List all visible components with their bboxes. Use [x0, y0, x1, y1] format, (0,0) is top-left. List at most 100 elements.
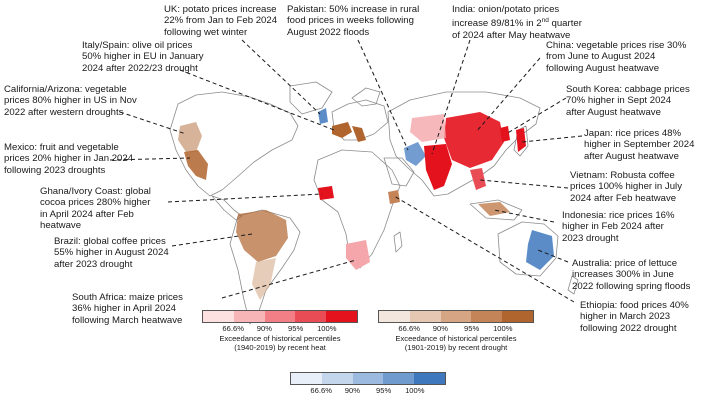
- leader-japan: [521, 135, 583, 143]
- wet-swatch: [414, 373, 445, 384]
- drought-ticks: 66.6% 90% 95% 100%: [378, 323, 534, 334]
- heat-legend: 66.6% 90% 95% 100% Exceedance of histori…: [202, 310, 358, 352]
- wet-tick-label: 95%: [375, 386, 392, 395]
- drought-swatch: [379, 311, 410, 322]
- anomaly-regions: [178, 108, 554, 300]
- land-outlines: [169, 81, 579, 325]
- leader-korea: [505, 97, 567, 135]
- brazil-drought-light: [252, 258, 276, 300]
- heat-ticks: 66.6% 90% 95% 100%: [202, 323, 358, 334]
- vietnam-heat: [470, 168, 486, 190]
- north-america-outline: [169, 91, 299, 197]
- heat-swatch: [326, 311, 357, 322]
- wet-swatch: [321, 373, 353, 384]
- heat-caption: Exceedance of historical percentiles (19…: [219, 334, 341, 352]
- wet-tick-label: 66.6%: [310, 386, 332, 395]
- japan-outline: [513, 125, 529, 157]
- leader-california: [119, 111, 187, 135]
- drought-swatch: [471, 311, 503, 322]
- leader-china: [475, 57, 541, 133]
- australia-east-wet: [526, 230, 554, 270]
- madagascar-outline: [393, 231, 403, 253]
- leader-australia: [537, 249, 569, 263]
- heat-tick-label: 90%: [256, 324, 272, 333]
- annotation-uk: UK: potato prices increase 22% from Jan …: [164, 4, 278, 38]
- italy-drought: [352, 126, 366, 142]
- scandinavia-outline: [351, 87, 381, 107]
- central-asia-heat-light: [410, 114, 446, 142]
- leader-vietnam: [479, 179, 569, 189]
- southern-africa-heat: [346, 240, 370, 270]
- leader-india: [431, 39, 471, 155]
- japan-heat: [516, 128, 526, 152]
- wet-tick-label: 90%: [344, 386, 360, 395]
- annotation-california: California/Arizona: vegetable prices 80%…: [4, 84, 137, 118]
- heat-swatch: [264, 311, 296, 322]
- drought-tick-label: 100%: [493, 324, 513, 333]
- leader-pakistan: [357, 39, 409, 151]
- annotation-japan: Japan: rice prices 48% higher in Septemb…: [584, 128, 695, 162]
- new-zealand-outline: [567, 275, 579, 295]
- annotation-korea: South Korea: cabbage prices 70% higher i…: [566, 84, 690, 118]
- africa-outline: [313, 149, 401, 269]
- drought-tick-label: 66.6%: [398, 324, 420, 333]
- ethiopia-drought: [388, 190, 400, 204]
- leader-indonesia: [493, 209, 555, 223]
- annotation-australia: Australia: price of lettuce increases 30…: [572, 258, 691, 292]
- drought-tick-label: 95%: [463, 324, 480, 333]
- wet-colorbar: [290, 372, 446, 385]
- annotation-southafrica: South Africa: maize prices 36% higher in…: [72, 292, 183, 326]
- annotation-mexico: Mexico: fruit and vegetable prices 20% h…: [4, 142, 134, 176]
- wet-swatch: [383, 373, 415, 384]
- pakistan-wet: [404, 142, 426, 166]
- arabia-outline: [383, 157, 415, 187]
- heat-tick-label: 66.6%: [222, 324, 244, 333]
- china-heat: [444, 112, 504, 168]
- brazil-drought: [236, 210, 288, 262]
- heat-colorbar: [202, 310, 358, 323]
- mexico-drought: [184, 150, 208, 180]
- leader-uk: [241, 39, 321, 115]
- heat-swatch: [203, 311, 234, 322]
- annotation-india: India: onion/potato prices increase 89/8…: [452, 4, 582, 41]
- indonesia-drought: [478, 202, 510, 216]
- asia-outline: [387, 91, 541, 197]
- annotation-indonesia: Indonesia: rice prices 16% higher in Feb…: [562, 210, 675, 244]
- drought-tick-label: 90%: [432, 324, 448, 333]
- iberia-drought: [332, 122, 352, 138]
- drought-swatch: [409, 311, 441, 322]
- leader-mexico: [109, 157, 191, 161]
- heat-tick-label: 100%: [317, 324, 337, 333]
- annotation-ethiopia: Ethiopia: food prices 40% higher in Marc…: [580, 300, 689, 334]
- heat-tick-label: 95%: [287, 324, 304, 333]
- annotation-china: China: vegetable prices rise 30% from Ju…: [546, 40, 687, 74]
- drought-swatch: [502, 311, 533, 322]
- wet-ticks: 66.6% 90% 95% 100%: [290, 385, 446, 396]
- drought-caption: Exceedance of historical percentiles (19…: [395, 334, 517, 352]
- wet-swatch: [291, 373, 322, 384]
- annotation-italy: Italy/Spain: olive oil prices 50% higher…: [82, 40, 204, 74]
- west-africa-heat: [318, 186, 334, 200]
- korea-heat: [500, 126, 510, 142]
- leader-ghana: [167, 193, 323, 203]
- australia-outline: [497, 221, 559, 277]
- greenland-outline: [289, 81, 333, 115]
- drought-colorbar: [378, 310, 534, 323]
- uk-wet: [318, 108, 328, 124]
- drought-swatch: [440, 311, 472, 322]
- us-west-drought: [178, 122, 202, 152]
- annotation-brazil: Brazil: global coffee prices 55% higher …: [54, 236, 169, 270]
- leader-italy: [179, 69, 335, 131]
- annotation-ghana: Ghana/Ivory Coast: global cocoa prices 2…: [40, 186, 151, 232]
- heat-swatch: [295, 311, 327, 322]
- wet-tick-label: 100%: [405, 386, 425, 395]
- wet-legend: 66.6% 90% 95% 100%: [290, 372, 446, 396]
- wet-swatch: [352, 373, 384, 384]
- leader-lines: [109, 39, 583, 303]
- heat-swatch: [233, 311, 265, 322]
- leader-southafrica: [221, 259, 357, 299]
- annotation-pakistan: Pakistan: 50% increase in rural food pri…: [287, 4, 420, 38]
- annotation-vietnam: Vietnam: Robusta coffee prices 100% high…: [570, 170, 682, 204]
